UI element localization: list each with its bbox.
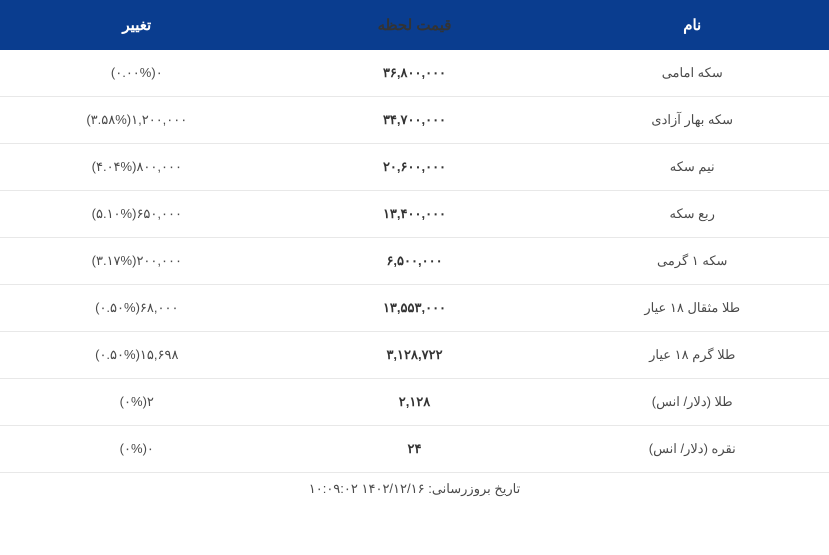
cell-name: ربع سکه (555, 191, 829, 238)
table-row: طلا (دلار/ انس) ۲,۱۲۸ ۲(۰%) (0, 379, 829, 426)
cell-change: ۱,۲۰۰,۰۰۰(۳.۵۸%) (0, 97, 274, 144)
table-row: سکه بهار آزادی ۳۴,۷۰۰,۰۰۰ ۱,۲۰۰,۰۰۰(۳.۵۸… (0, 97, 829, 144)
cell-change: ۱۵,۶۹۸(۰.۵۰%) (0, 332, 274, 379)
cell-change: ۰(۰%) (0, 426, 274, 473)
cell-name: طلا مثقال ۱۸ عیار (555, 285, 829, 332)
cell-price: ۶,۵۰۰,۰۰۰ (274, 238, 556, 285)
cell-change: ۶۵۰,۰۰۰(۵.۱۰%) (0, 191, 274, 238)
table-row: سکه امامی ۳۶,۸۰۰,۰۰۰ ۰(۰.۰۰%) (0, 50, 829, 97)
table-row: سکه ۱ گرمی ۶,۵۰۰,۰۰۰ ۲۰۰,۰۰۰(۳.۱۷%) (0, 238, 829, 285)
cell-price: ۱۳,۴۰۰,۰۰۰ (274, 191, 556, 238)
cell-change: ۸۰۰,۰۰۰(۴.۰۴%) (0, 144, 274, 191)
footer-date: ۱۴۰۲/۱۲/۱۶ (362, 481, 425, 496)
cell-name: نقره (دلار/ انس) (555, 426, 829, 473)
column-header-name: نام (555, 0, 829, 50)
cell-change: ۲(۰%) (0, 379, 274, 426)
cell-price: ۳۶,۸۰۰,۰۰۰ (274, 50, 556, 97)
footer-time: ۱۰:۰۹:۰۲ (309, 481, 358, 496)
table-row: طلا گرم ۱۸ عیار ۳,۱۲۸,۷۲۲ ۱۵,۶۹۸(۰.۵۰%) (0, 332, 829, 379)
column-header-change: تغییر (0, 0, 274, 50)
cell-name: سکه ۱ گرمی (555, 238, 829, 285)
cell-price: ۳,۱۲۸,۷۲۲ (274, 332, 556, 379)
table-body: سکه امامی ۳۶,۸۰۰,۰۰۰ ۰(۰.۰۰%) سکه بهار آ… (0, 50, 829, 473)
table-header-row: نام قیمت لحظه تغییر (0, 0, 829, 50)
cell-name: سکه بهار آزادی (555, 97, 829, 144)
table-row: طلا مثقال ۱۸ عیار ۱۳,۵۵۳,۰۰۰ ۶۸,۰۰۰(۰.۵۰… (0, 285, 829, 332)
cell-name: طلا (دلار/ انس) (555, 379, 829, 426)
cell-price: ۳۴,۷۰۰,۰۰۰ (274, 97, 556, 144)
cell-name: نیم سکه (555, 144, 829, 191)
cell-name: طلا گرم ۱۸ عیار (555, 332, 829, 379)
cell-price: ۲۰,۶۰۰,۰۰۰ (274, 144, 556, 191)
column-header-price: قیمت لحظه (274, 0, 556, 50)
table-row: ربع سکه ۱۳,۴۰۰,۰۰۰ ۶۵۰,۰۰۰(۵.۱۰%) (0, 191, 829, 238)
table-row: نقره (دلار/ انس) ۲۴ ۰(۰%) (0, 426, 829, 473)
cell-price: ۱۳,۵۵۳,۰۰۰ (274, 285, 556, 332)
table-row: نیم سکه ۲۰,۶۰۰,۰۰۰ ۸۰۰,۰۰۰(۴.۰۴%) (0, 144, 829, 191)
cell-price: ۲,۱۲۸ (274, 379, 556, 426)
footer-label: تاریخ بروزرسانی: (428, 481, 520, 496)
price-table: نام قیمت لحظه تغییر سکه امامی ۳۶,۸۰۰,۰۰۰… (0, 0, 829, 473)
cell-change: ۶۸,۰۰۰(۰.۵۰%) (0, 285, 274, 332)
update-footer: تاریخ بروزرسانی: ۱۴۰۲/۱۲/۱۶ ۱۰:۰۹:۰۲ (0, 473, 829, 505)
cell-price: ۲۴ (274, 426, 556, 473)
cell-name: سکه امامی (555, 50, 829, 97)
cell-change: ۰(۰.۰۰%) (0, 50, 274, 97)
cell-change: ۲۰۰,۰۰۰(۳.۱۷%) (0, 238, 274, 285)
